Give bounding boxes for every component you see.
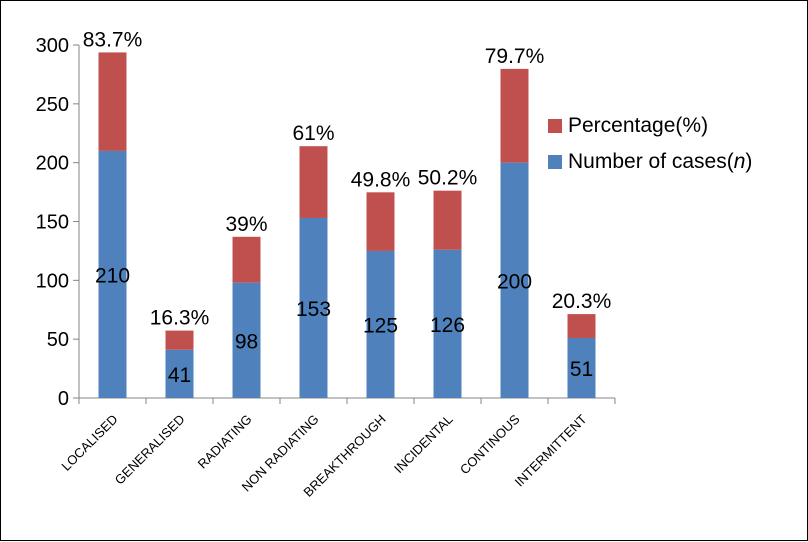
data-label-percentage: 79.7% xyxy=(485,45,545,68)
legend-swatch xyxy=(548,119,562,133)
y-tick-label: 100 xyxy=(36,270,69,292)
bar-percentage xyxy=(232,236,261,283)
data-labels: 210 83.7% 41 16.3% 98 39% 153 61% 125 49.8% 126 50.… xyxy=(83,28,612,386)
bar-percentage xyxy=(98,52,127,151)
bars xyxy=(98,52,596,398)
y-tick-label: 0 xyxy=(58,388,69,410)
data-label-percentage: 20.3% xyxy=(552,290,612,313)
legend-label: Number of cases(n) xyxy=(568,150,752,173)
y-tick-label: 250 xyxy=(36,94,69,116)
y-tick-label: 150 xyxy=(36,212,69,234)
bar-number-of-cases xyxy=(567,337,596,398)
x-tick-label: LOCALISED xyxy=(58,412,120,474)
y-tick-label: 50 xyxy=(47,329,69,351)
bar-percentage xyxy=(567,314,596,338)
data-label-count: 126 xyxy=(430,314,465,337)
data-label-count: 153 xyxy=(296,298,331,321)
x-tick-label: RADIATING xyxy=(195,412,255,472)
data-label-count: 98 xyxy=(235,330,258,353)
bar-number-of-cases xyxy=(98,150,127,398)
bar-percentage xyxy=(500,68,529,163)
bar-percentage xyxy=(165,330,194,350)
bar-percentage xyxy=(433,190,462,250)
bar-number-of-cases xyxy=(500,162,529,398)
x-tick-label: CONTINOUS xyxy=(457,411,523,477)
bar-percentage xyxy=(299,146,328,218)
data-label-percentage: 49.8% xyxy=(351,168,411,191)
legend: Percentage(%) Number of cases(n) xyxy=(548,114,752,173)
y-tick-label: 300 xyxy=(36,35,69,57)
bar-number-of-cases xyxy=(366,250,395,398)
x-tick-label: INCIDENTAL xyxy=(391,412,456,477)
data-label-percentage: 83.7% xyxy=(83,28,143,51)
bar-number-of-cases xyxy=(433,249,462,398)
legend-label: Percentage(%) xyxy=(568,114,708,137)
x-tick-label: GENERALISED xyxy=(112,412,188,488)
data-label-percentage: 61% xyxy=(292,122,334,145)
data-label-percentage: 16.3% xyxy=(150,307,210,330)
data-label-count: 51 xyxy=(570,358,593,381)
x-tick-label: INTERMITTENT xyxy=(512,411,590,489)
bar-number-of-cases xyxy=(232,282,261,398)
data-label-count: 125 xyxy=(363,314,398,337)
axes: 0 50 100 150 200 250 300 xyxy=(36,35,616,410)
bar-number-of-cases xyxy=(165,349,194,398)
data-label-count: 41 xyxy=(168,364,191,387)
bar-number-of-cases xyxy=(299,217,328,398)
data-label-count: 200 xyxy=(497,270,532,293)
data-label-percentage: 39% xyxy=(225,213,267,236)
data-label-count: 210 xyxy=(95,264,130,287)
legend-swatch xyxy=(548,155,562,169)
y-tick-label: 200 xyxy=(36,153,69,175)
bar-percentage xyxy=(366,192,395,251)
data-label-percentage: 50.2% xyxy=(418,167,478,190)
